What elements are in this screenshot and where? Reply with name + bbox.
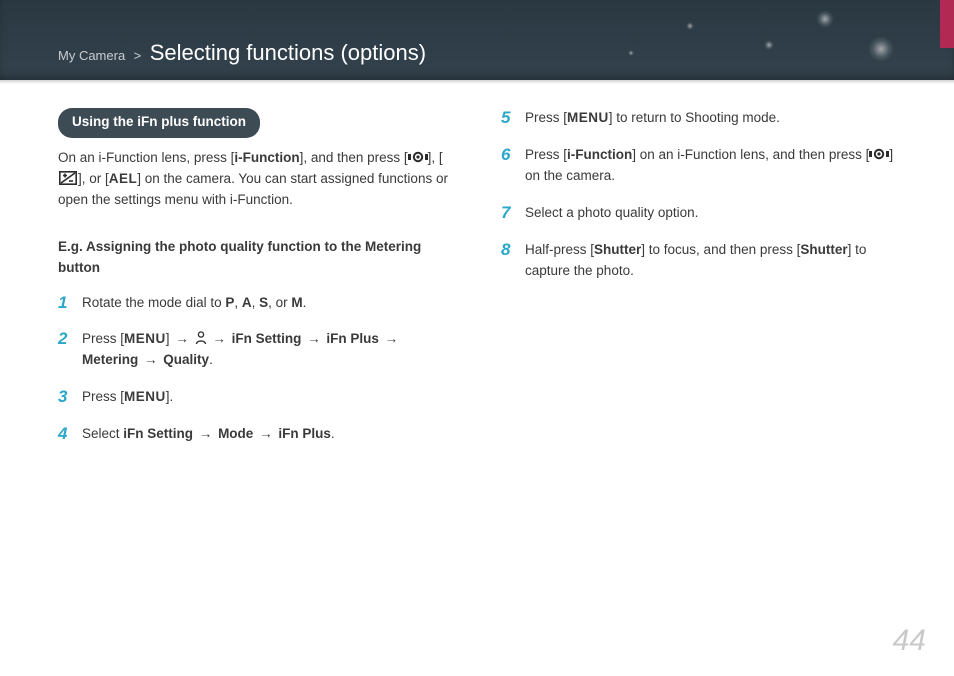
step-number: 1 <box>58 293 72 314</box>
step-item: 2 Press [MENU] → → iFn Setting → iFn Plu… <box>58 329 453 371</box>
step-number: 5 <box>501 108 515 129</box>
menu-label: MENU <box>567 110 609 125</box>
step-number: 4 <box>58 424 72 445</box>
ifunction-label: i-Function <box>234 150 299 165</box>
left-column: Using the iFn plus function On an i-Func… <box>58 108 453 461</box>
arrow-icon: → <box>175 331 189 346</box>
breadcrumb-separator: > <box>134 48 142 63</box>
step-body: Press [MENU] → → iFn Setting → iFn Plus … <box>82 329 453 371</box>
text: Press [ <box>82 331 124 346</box>
person-icon <box>195 331 207 345</box>
shutter-label: Shutter <box>800 242 847 257</box>
text: ] to return to Shooting mode. <box>609 110 780 125</box>
step-number: 8 <box>501 240 515 282</box>
path-segment: Mode <box>218 426 253 441</box>
intro-paragraph: On an i-Function lens, press [i-Function… <box>58 148 453 211</box>
text: Select <box>82 426 123 441</box>
text: ] to focus, and then press [ <box>641 242 800 257</box>
steps-list-left: 1 Rotate the mode dial to P, A, S, or M.… <box>58 293 453 446</box>
step-item: 7 Select a photo quality option. <box>501 203 896 224</box>
sparkle-icon <box>868 36 894 62</box>
sparkle-icon <box>686 22 694 30</box>
path-segment: iFn Setting <box>123 426 193 441</box>
text: , or <box>268 295 291 310</box>
header-accent-bar <box>940 0 954 48</box>
step-number: 6 <box>501 145 515 187</box>
steps-list-right: 5 Press [MENU] to return to Shooting mod… <box>501 108 896 282</box>
text: ], or [ <box>78 171 109 186</box>
text: ]. <box>166 389 174 404</box>
mode-p: P <box>225 295 234 310</box>
arrow-icon: → <box>259 426 273 441</box>
breadcrumb: My Camera <box>58 48 125 63</box>
path-segment: iFn Plus <box>326 331 379 346</box>
step-number: 7 <box>501 203 515 224</box>
step-body: Select iFn Setting → Mode → iFn Plus. <box>82 424 453 445</box>
ael-label: AEL <box>109 171 138 186</box>
text: . <box>209 352 213 367</box>
section-pill: Using the iFn plus function <box>58 108 260 138</box>
step-body: Select a photo quality option. <box>525 203 896 224</box>
arrow-icon: → <box>144 352 158 367</box>
text: ] <box>166 331 174 346</box>
path-segment: iFn Plus <box>278 426 331 441</box>
step-body: Press [MENU] to return to Shooting mode. <box>525 108 896 129</box>
text: Rotate the mode dial to <box>82 295 225 310</box>
arrow-icon: → <box>307 331 321 346</box>
step-body: Press [MENU]. <box>82 387 453 408</box>
arrow-icon: → <box>385 331 399 346</box>
step-item: 3 Press [MENU]. <box>58 387 453 408</box>
text: , <box>252 295 260 310</box>
path-segment: Metering <box>82 352 138 367</box>
sparkle-icon <box>816 10 834 28</box>
step-body: Press [i-Function] on an i-Function lens… <box>525 145 896 187</box>
text: Half-press [ <box>525 242 594 257</box>
step-item: 6 Press [i-Function] on an i-Function le… <box>501 145 896 187</box>
page-root: My Camera > Selecting functions (options… <box>0 0 954 676</box>
sparkle-icon <box>764 40 774 50</box>
mode-s: S <box>259 295 268 310</box>
text: . <box>331 426 335 441</box>
path-segment: Quality <box>163 352 209 367</box>
metering-icon <box>869 147 889 161</box>
step-item: 5 Press [MENU] to return to Shooting mod… <box>501 108 896 129</box>
exposure-icon <box>58 171 78 185</box>
text: Press [ <box>82 389 124 404</box>
step-item: 1 Rotate the mode dial to P, A, S, or M. <box>58 293 453 314</box>
sparkle-icon <box>628 50 634 56</box>
arrow-icon: → <box>212 331 226 346</box>
content-area: Using the iFn plus function On an i-Func… <box>0 80 954 461</box>
menu-label: MENU <box>124 389 166 404</box>
menu-label: MENU <box>124 331 166 346</box>
text: . <box>303 295 307 310</box>
text: , <box>234 295 242 310</box>
step-number: 3 <box>58 387 72 408</box>
right-column: 5 Press [MENU] to return to Shooting mod… <box>501 108 896 461</box>
text: ] on an i-Function lens, and then press … <box>632 147 869 162</box>
text: ], and then press [ <box>300 150 408 165</box>
mode-a: A <box>242 295 252 310</box>
header-title-block: My Camera > Selecting functions (options… <box>58 40 426 66</box>
text: ], [ <box>428 150 443 165</box>
arrow-icon: → <box>199 426 213 441</box>
text: On an i-Function lens, press [ <box>58 150 234 165</box>
metering-icon <box>408 150 428 164</box>
step-item: 4 Select iFn Setting → Mode → iFn Plus. <box>58 424 453 445</box>
text: Press [ <box>525 110 567 125</box>
shutter-label: Shutter <box>594 242 641 257</box>
example-title: E.g. Assigning the photo quality functio… <box>58 237 453 279</box>
page-header: My Camera > Selecting functions (options… <box>0 0 954 80</box>
page-number: 44 <box>893 624 926 658</box>
step-number: 2 <box>58 329 72 371</box>
step-body: Rotate the mode dial to P, A, S, or M. <box>82 293 453 314</box>
text: Press [ <box>525 147 567 162</box>
path-segment: iFn Setting <box>232 331 302 346</box>
page-title: Selecting functions (options) <box>150 40 426 65</box>
step-body: Half-press [Shutter] to focus, and then … <box>525 240 896 282</box>
ifunction-label: i-Function <box>567 147 632 162</box>
step-item: 8 Half-press [Shutter] to focus, and the… <box>501 240 896 282</box>
mode-m: M <box>291 295 302 310</box>
